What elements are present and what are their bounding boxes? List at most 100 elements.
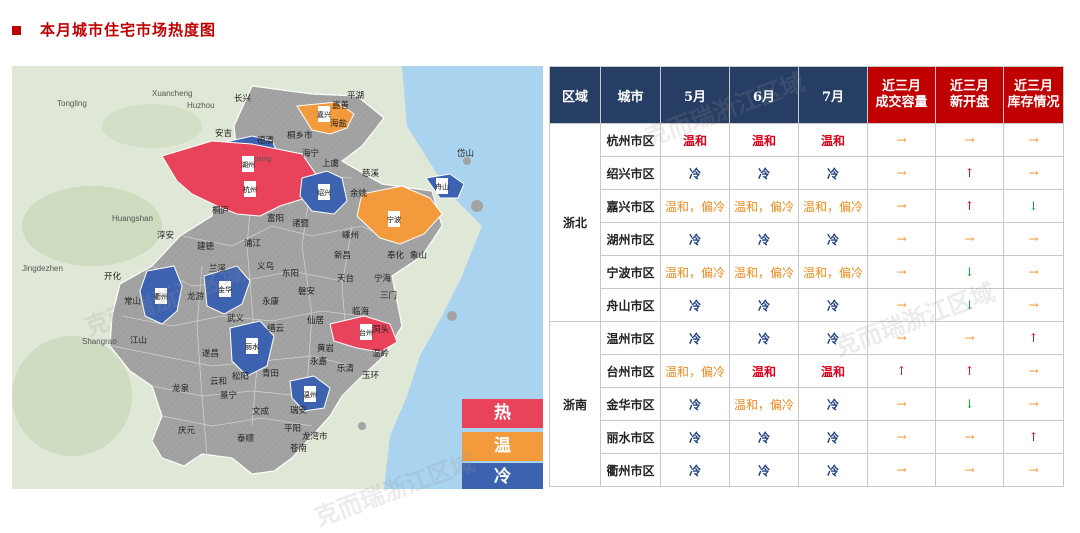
volume-trend-arrow: → (867, 222, 936, 256)
label-dongtou: 洞头 (372, 324, 390, 335)
may-heat-cell: 冷 (660, 321, 730, 355)
city-cell: 金华市区 (600, 387, 661, 421)
label-cixi: 慈溪 (362, 168, 380, 179)
shaoxing-marker (318, 184, 330, 200)
new-launch-trend-arrow: ↓ (935, 255, 1004, 289)
header-inventory-line1: 近三月 (1013, 79, 1053, 94)
label-fuyang: 富阳 (267, 213, 284, 224)
table-row: 衢州市区冷冷冷 → → → (550, 453, 1064, 487)
legend-cold: 冷 (462, 463, 543, 489)
city-cell: 绍兴市区 (600, 156, 661, 190)
city-cell: 衢州市区 (600, 453, 661, 487)
label-shaoxing-en: Shaoxing (242, 156, 271, 163)
july-heat-cell: 温和，偏冷 (798, 255, 868, 289)
label-yunhe: 云和 (210, 377, 227, 387)
city-cell: 台州市区 (600, 354, 661, 388)
table-row: 宁波市区 温和，偏冷 温和，偏冷 温和，偏冷 → ↓ → (550, 255, 1064, 289)
volume-trend-arrow: → (867, 288, 936, 322)
page-title: 本月城市住宅市场热度图 (40, 21, 217, 39)
may-heat-cell: 冷 (660, 288, 730, 322)
label-pinghu: 平湖 (347, 91, 364, 101)
table-row: 台州市区 温和，偏冷 温和 温和 ↑ ↑ → (550, 354, 1064, 388)
volume-trend-arrow: → (867, 123, 936, 157)
relief-patch (102, 104, 202, 148)
inventory-trend-arrow: → (1003, 288, 1064, 322)
header-july: 7月 (798, 66, 868, 124)
jiaxing-marker (318, 106, 330, 122)
label-jingdezhen: Jingdezhen (22, 264, 63, 273)
label-yueqing: 乐清 (337, 363, 355, 374)
inventory-trend-arrow: ↑ (1003, 321, 1064, 355)
july-heat-cell: 冷 (798, 387, 868, 421)
june-heat-cell: 冷 (729, 321, 799, 355)
table-row: 浙南 温州市区冷冷冷 → → ↑ (549, 321, 1064, 487)
label-jiangshan: 江山 (130, 335, 147, 346)
label-jinyun: 缙云 (267, 323, 285, 334)
label-tongling: Tongling (57, 99, 87, 108)
new-launch-trend-arrow: → (935, 420, 1004, 454)
table-row: 湖州市区冷冷冷 → → → (550, 222, 1064, 256)
june-heat-cell: 温和 (729, 354, 799, 388)
may-heat-cell: 冷 (660, 222, 730, 256)
marker-jinhua: 金华 (218, 285, 232, 294)
region-north: 浙北 (549, 123, 601, 322)
header-inventory-line2: 库存情况 (1007, 95, 1060, 110)
june-heat-cell: 冷 (729, 420, 799, 454)
label-taishun: 泰顺 (237, 433, 255, 444)
table-row: 绍兴市区冷冷冷 → ↑ → (550, 156, 1064, 190)
table-body: 浙北 杭州市区 温和 温和 温和 → → → 绍兴市区冷冷冷 → ↑ → 嘉兴市区 温和，偏冷 温和，偏冷温… (549, 123, 1064, 487)
label-shengzhou: 嵊州 (342, 230, 359, 241)
new-launch-trend-arrow: ↑ (935, 156, 1004, 190)
label-yongjia: 永嘉 (310, 356, 327, 367)
july-heat-cell: 冷 (798, 321, 868, 355)
city-cell: 温州市区 (600, 321, 661, 355)
province-hatch (110, 86, 442, 474)
title-marker (12, 26, 21, 35)
header-new-launch-line2: 新开盘 (949, 95, 989, 110)
header-volume-line2: 成交容量 (875, 95, 928, 110)
may-heat-cell: 冷 (660, 453, 730, 487)
label-pingyang: 平阳 (284, 424, 301, 434)
relief-patch (22, 186, 162, 266)
relief-patch (12, 336, 132, 456)
new-launch-trend-arrow: ↑ (935, 354, 1004, 388)
label-lanxi: 兰溪 (209, 263, 227, 274)
marker-wenzhou: 温州 (303, 390, 317, 399)
new-launch-trend-arrow: → (935, 222, 1004, 256)
may-heat-cell: 温和，偏冷 (660, 354, 730, 388)
header-may: 5月 (660, 66, 730, 124)
header-city: 城市 (600, 66, 661, 124)
heat-map: Tongling Xuancheng Huzhou Huangshan Jing… (12, 66, 543, 489)
june-heat-cell: 温和，偏冷 (729, 255, 799, 289)
label-kaihua: 开化 (104, 271, 122, 282)
label-chunan: 淳安 (157, 230, 174, 241)
label-wencheng: 文成 (252, 406, 270, 417)
new-launch-trend-arrow: → (935, 453, 1004, 487)
new-launch-trend-arrow: → (935, 321, 1004, 355)
july-heat-cell: 温和 (798, 354, 868, 388)
label-longwan: 龙湾市 (302, 431, 328, 442)
label-fenghua: 奉化 (387, 250, 405, 261)
label-tiantai: 天台 (337, 273, 354, 284)
july-heat-cell: 冷 (798, 420, 868, 454)
ningbo-marker (388, 211, 400, 227)
volume-trend-arrow: → (867, 156, 936, 190)
huzhou-marker (242, 156, 254, 172)
marker-hangzhou: 杭州 (243, 185, 257, 194)
table-row: 嘉兴市区 温和，偏冷 温和，偏冷 温和，偏冷 → ↑ ↓ (550, 189, 1064, 223)
volume-trend-arrow: → (867, 321, 936, 355)
table-row: 丽水市区冷冷冷 → → ↑ (550, 420, 1064, 454)
label-wuyi: 武义 (227, 313, 245, 324)
city-cell: 舟山市区 (600, 288, 661, 322)
marker-quzhou: 衢州 (154, 292, 168, 301)
volume-trend-arrow: → (867, 189, 936, 223)
may-heat-cell: 冷 (660, 156, 730, 190)
table-row: 金华市区冷温和，偏冷冷 → ↓ → (550, 387, 1064, 421)
june-heat-cell: 冷 (729, 156, 799, 190)
marker-jiaxing: 嘉兴 (317, 110, 331, 119)
june-heat-cell: 温和 (729, 123, 799, 157)
marker-ningbo: 宁波 (387, 215, 401, 224)
label-changshan: 常山 (124, 296, 141, 307)
label-tonglu: 桐庐 (212, 205, 229, 216)
label-huangyan: 黄岩 (317, 343, 335, 354)
